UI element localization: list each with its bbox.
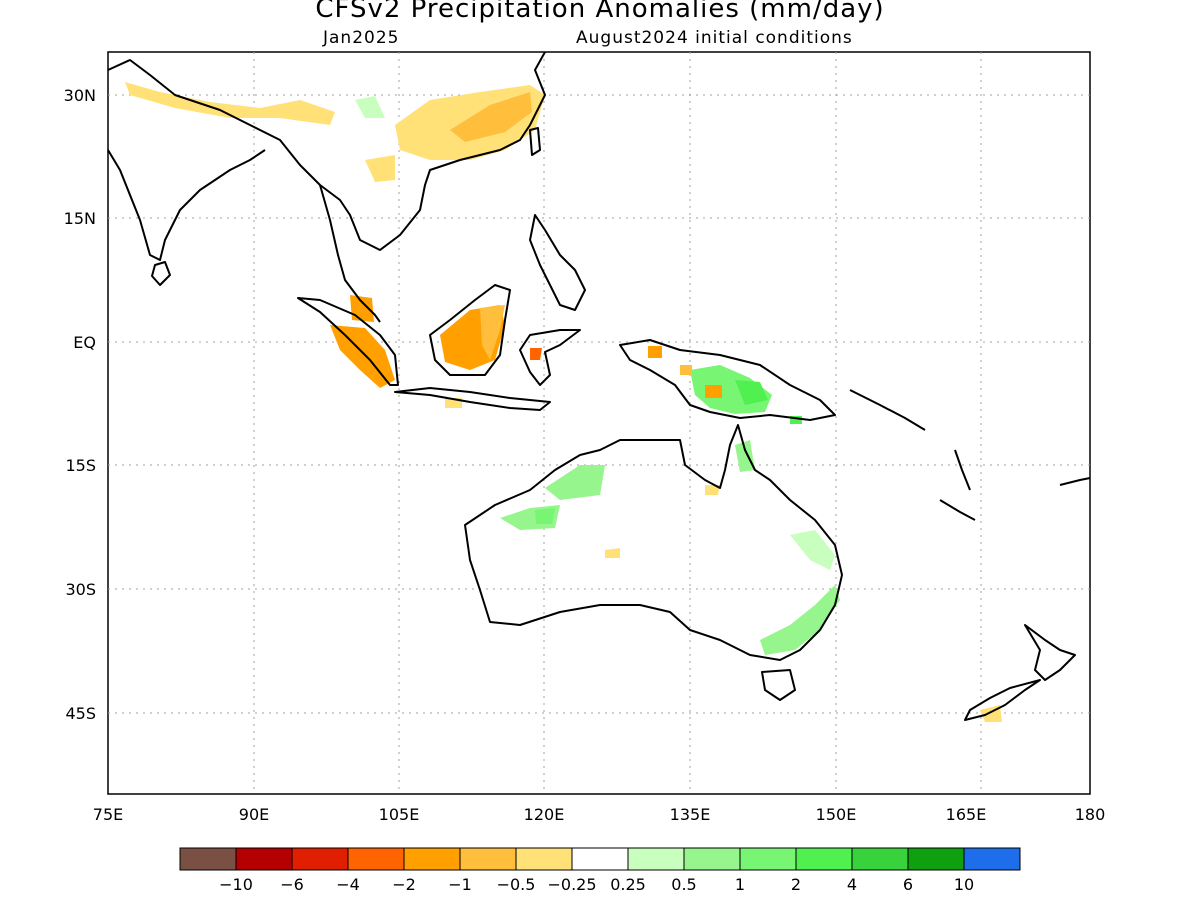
wet-anomaly-china <box>355 96 385 118</box>
dry-anomaly-himalaya <box>125 82 335 125</box>
coast-sumatra <box>297 297 399 386</box>
plot-frame <box>107 51 1091 795</box>
y-tick-label: 15N <box>64 209 96 228</box>
x-tick-label: 75E <box>93 805 123 824</box>
x-tick-label: 150E <box>816 805 857 824</box>
dry-anomaly-new-guinea-2 <box>680 365 692 375</box>
wet-anomaly-nw-australia <box>545 465 605 500</box>
coast-australia <box>464 424 843 661</box>
x-tick-label: 90E <box>239 805 269 824</box>
coast-malay-peninsula <box>319 184 381 323</box>
dry-anomaly-central-australia <box>605 548 620 558</box>
dry-anomaly-china-core <box>450 92 532 142</box>
dry-anomaly-new-guinea <box>705 385 722 398</box>
colorbar-label: 6 <box>903 875 913 894</box>
y-tick-label: 45S <box>65 704 96 723</box>
x-axis-ticks: 75E 90E 105E 120E 135E 150E 165E 180 <box>93 805 1106 824</box>
colorbar-swatch <box>739 847 797 871</box>
colorbar-swatch <box>403 847 461 871</box>
coast-java <box>394 387 551 411</box>
x-tick-label: 120E <box>524 805 565 824</box>
coast-tasmania <box>761 669 796 701</box>
coast-borneo <box>429 284 511 376</box>
coast-india <box>107 149 266 261</box>
y-tick-label: EQ <box>73 333 96 352</box>
y-tick-label: 15S <box>65 456 96 475</box>
coast-new-caledonia <box>939 499 976 521</box>
dry-anomaly-gulf <box>705 485 720 495</box>
coast-new-guinea <box>619 339 836 421</box>
colorbar-label: 1 <box>735 875 745 894</box>
colorbar-label: −4 <box>336 875 360 894</box>
wet-anomaly-pilbara-core <box>535 508 555 524</box>
x-tick-label: 105E <box>379 805 420 824</box>
dry-anomaly-borneo-edge <box>480 305 505 360</box>
colorbar-swatch <box>515 847 573 871</box>
map-title: CFSv2 Precipitation Anomalies (mm/day) <box>315 0 885 24</box>
coast-philippines <box>529 214 586 311</box>
dry-anomaly-sulawesi <box>530 348 542 360</box>
colorbar <box>179 847 1021 871</box>
colorbar-label: −0.25 <box>547 875 596 894</box>
colorbar-swatch <box>851 847 909 871</box>
coast-sulawesi <box>519 329 581 386</box>
colorbar-swatch <box>291 847 349 871</box>
colorbar-swatch <box>459 847 517 871</box>
colorbar-label: 0.25 <box>610 875 646 894</box>
wet-anomaly-queensland <box>790 530 835 570</box>
coast-nz-south <box>964 679 1041 721</box>
colorbar-label: 4 <box>847 875 857 894</box>
x-tick-label: 135E <box>670 805 711 824</box>
colorbar-swatch <box>907 847 965 871</box>
colorbar-labels: −10 −6 −4 −2 −1 −0.5 −0.25 0.25 0.5 1 2 4 6 10 <box>219 875 974 894</box>
coast-solomon-islands <box>849 389 926 431</box>
colorbar-label: −6 <box>280 875 304 894</box>
coast-fiji <box>1059 477 1091 486</box>
wet-anomaly-se-australia <box>760 585 840 655</box>
colorbar-label: −0.5 <box>497 875 536 894</box>
y-axis-ticks: 30N 15N EQ 15S 30S 45S <box>64 86 96 723</box>
coast-asia-mainland <box>107 51 546 251</box>
colorbar-swatch <box>235 847 293 871</box>
colorbar-swatch <box>179 847 237 871</box>
dry-anomaly-malaya <box>350 295 374 322</box>
colorbar-swatch <box>963 847 1021 871</box>
colorbar-swatch <box>683 847 741 871</box>
wet-anomaly-cape-york <box>735 440 755 472</box>
coast-nz-north <box>1024 624 1076 681</box>
colorbar-label: −10 <box>219 875 253 894</box>
coastlines <box>107 51 1091 721</box>
grid-lines <box>108 52 1090 794</box>
colorbar-swatch <box>347 847 405 871</box>
colorbar-swatch <box>795 847 853 871</box>
colorbar-swatch <box>627 847 685 871</box>
coast-vanuatu <box>954 449 971 491</box>
anomaly-shading <box>125 82 1002 722</box>
x-tick-label: 165E <box>946 805 987 824</box>
colorbar-label: 0.5 <box>671 875 696 894</box>
forecast-month: Jan2025 <box>323 28 400 48</box>
initial-conditions-label: August2024 initial conditions <box>576 28 853 48</box>
dry-anomaly-papua-west <box>648 346 662 358</box>
colorbar-label: 2 <box>791 875 801 894</box>
coast-taiwan <box>529 127 541 156</box>
wet-anomaly-new-guinea-core <box>735 380 768 405</box>
colorbar-label: −1 <box>448 875 472 894</box>
x-tick-label: 180 <box>1075 805 1106 824</box>
colorbar-label: −2 <box>392 875 416 894</box>
dry-anomaly-indochina <box>365 155 395 182</box>
coast-sri-lanka <box>151 261 171 286</box>
y-tick-label: 30N <box>64 86 96 105</box>
y-tick-label: 30S <box>65 580 96 599</box>
colorbar-swatch <box>571 847 629 871</box>
colorbar-label: 10 <box>954 875 974 894</box>
